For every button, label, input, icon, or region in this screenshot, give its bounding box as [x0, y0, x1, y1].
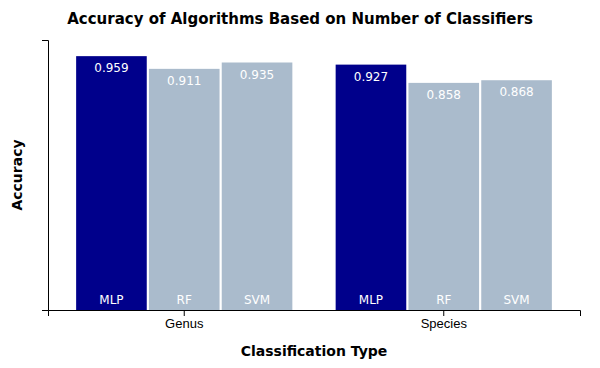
bar	[481, 80, 552, 310]
bar	[336, 65, 407, 310]
y-axis-title: Accuracy	[9, 139, 25, 210]
y-axis	[42, 41, 49, 311]
data-label: 0.959	[94, 61, 128, 75]
y-axis-line	[42, 41, 49, 311]
data-label: 0.935	[240, 68, 274, 82]
x-tick-mark	[184, 310, 185, 316]
x-axis-title: Classification Type	[241, 343, 388, 359]
x-tick: Species	[421, 310, 468, 331]
data-label: 0.927	[354, 70, 388, 84]
series-label: RF	[436, 293, 451, 307]
series-label: MLP	[359, 293, 383, 307]
chart: 0.959 MLP 0.927 MLP 0.911 RF 0.858 RF 0.935 SVM 0.…	[0, 0, 600, 368]
bars	[76, 56, 552, 310]
title: Accuracy of Algorithms Based on Number o…	[67, 10, 533, 28]
bar	[149, 69, 220, 310]
series-label: MLP	[99, 293, 123, 307]
x-axis-line	[49, 311, 581, 317]
series-label: RF	[177, 293, 192, 307]
series-label: SVM	[503, 293, 529, 307]
bar	[222, 63, 293, 311]
bar	[76, 56, 147, 310]
labels: 0.959 MLP 0.927 MLP 0.911 RF 0.858 RF 0.935 SVM 0.…	[94, 61, 533, 307]
x-tick-mark	[443, 310, 444, 316]
x-tick-label: Species	[421, 316, 468, 331]
data-label: 0.858	[427, 88, 461, 102]
x-tick-label: Genus	[165, 316, 204, 331]
bar	[408, 83, 479, 310]
data-label: 0.868	[499, 85, 533, 99]
x-axis: Genus Species	[49, 310, 581, 331]
plot: 0.959 MLP 0.927 MLP 0.911 RF 0.858 RF 0.935 SVM 0.…	[42, 41, 581, 332]
x-tick: Genus	[165, 310, 204, 331]
data-label: 0.911	[167, 74, 201, 88]
series-label: SVM	[244, 293, 270, 307]
